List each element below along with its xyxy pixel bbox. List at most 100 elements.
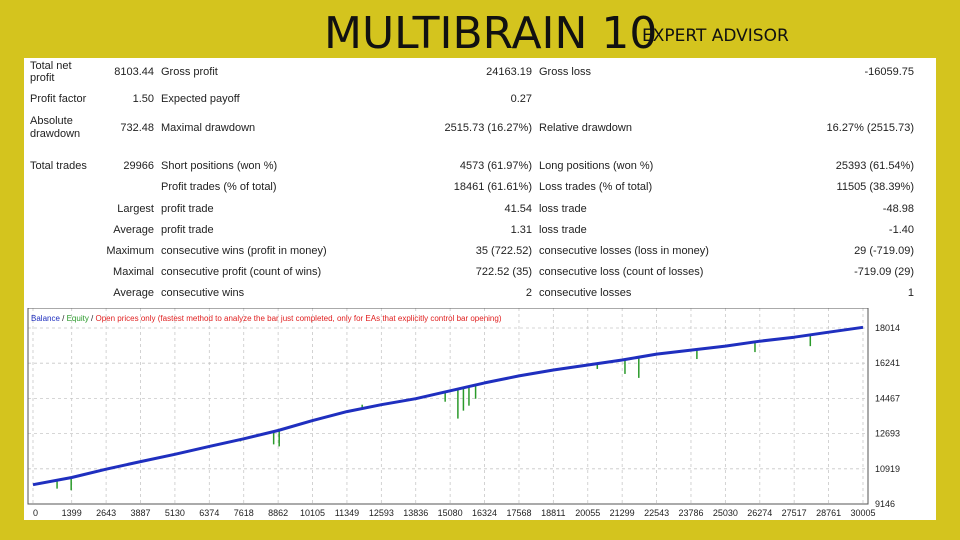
total-net-profit-label-2: profit [30,72,55,84]
report-panel: Total net profit 8103.44 Gross profit 24… [24,58,936,520]
largest-loss-label: loss trade [539,203,587,215]
short-positions-value: 4573 (61.97%) [459,160,532,172]
x-tick-label: 30005 [850,508,875,518]
maximum-wins-value: 35 (722.52) [475,245,532,257]
legend-sep-2: / [89,314,96,323]
total-net-profit-value: 8103.44 [114,66,154,78]
gross-profit-label: Gross profit [161,66,218,78]
balance-series [32,325,864,487]
page-title: MULTIBRAIN 10 [324,8,658,59]
x-tick-label: 17568 [506,508,531,518]
balance-line [32,325,864,487]
legend-note: Open prices only (fastest method to anal… [96,314,502,323]
absolute-drawdown-value: 732.48 [120,122,154,134]
x-tick-label: 0 [33,508,38,518]
x-tick-label: 27517 [782,508,807,518]
x-tick-label: 11349 [335,508,359,518]
gross-loss-value: -16059.75 [864,66,914,78]
profit-trades-label: Profit trades (% of total) [161,181,277,193]
y-tick-label: 16241 [875,358,900,368]
total-trades-value: 29966 [123,160,154,172]
relative-drawdown-label: Relative drawdown [539,122,632,134]
x-tick-label: 7618 [234,508,254,518]
largest-profit-value: 41.54 [504,203,532,215]
maximum-label: Maximum [106,245,154,257]
profit-factor-label: Profit factor [30,93,87,105]
maximal-label: Maximal [113,266,154,278]
x-tick-label: 13836 [403,508,428,518]
relative-drawdown-value: 16.27% (2515.73) [826,122,914,134]
average-consecutive-wins-label: consecutive wins [161,287,245,299]
maximal-drawdown-label: Maximal drawdown [161,122,256,134]
y-tick-label: 9146 [875,499,895,509]
gross-loss-label: Gross loss [539,66,591,78]
average-consecutive-label: Average [113,287,154,299]
maximal-wins-label: consecutive profit (count of wins) [161,266,322,278]
x-tick-label: 3887 [131,508,151,518]
largest-profit-label: profit trade [161,203,214,215]
average-consecutive-wins-value: 2 [525,287,532,299]
maximal-drawdown-value: 2515.73 (16.27%) [444,122,532,134]
average-label: Average [113,224,154,236]
x-axis-ticks: 0 1399 2643 3887 5130 6374 7618 8862 10105 11349 1… [33,508,876,518]
x-tick-label: 22543 [644,508,669,518]
x-tick-label: 6374 [199,508,219,518]
maximal-wins-value: 722.52 (35) [475,266,532,278]
maximal-losses-value: -719.09 (29) [854,266,914,278]
x-tick-label: 26274 [747,508,772,518]
x-tick-label: 20055 [575,508,600,518]
largest-loss-value: -48.98 [882,203,914,215]
x-tick-label: 18811 [541,508,565,518]
maximum-wins-label: consecutive wins (profit in money) [161,245,327,257]
long-positions-label: Long positions (won %) [539,160,654,172]
x-tick-label: 28761 [816,508,841,518]
chart-background [26,308,932,518]
maximum-losses-value: 29 (-719.09) [854,245,914,257]
absolute-drawdown-label-1: Absolute [30,115,73,127]
maximal-losses-label: consecutive loss (count of losses) [539,266,704,278]
short-positions-label: Short positions (won %) [161,160,278,172]
maximum-losses-label: consecutive losses (loss in money) [539,245,709,257]
legend-equity: Equity [67,314,89,323]
x-tick-label: 2643 [96,508,116,518]
average-consecutive-losses-label: consecutive losses [539,287,632,299]
plot-frame [27,307,869,505]
average-loss-value: -1.40 [888,224,914,236]
x-tick-label: 10105 [300,508,325,518]
gross-profit-value: 24163.19 [486,66,532,78]
legend-balance: Balance [31,314,60,323]
y-tick-label: 14467 [875,393,900,403]
y-axis-ticks: 18014 16241 14467 12693 10919 9146 [875,323,900,509]
total-trades-label: Total trades [30,160,87,172]
chart-svg: 0 1399 2643 3887 5130 6374 7618 8862 10105 11349 1… [26,307,932,518]
balance-equity-chart: 0 1399 2643 3887 5130 6374 7618 8862 10105 11349 1… [26,307,932,518]
loss-trades-value: 11505 (38.39%) [836,181,914,193]
x-tick-label: 21299 [610,508,635,518]
report-table: Total net profit 8103.44 Gross profit 24… [24,58,936,304]
chart-legend: Balance / Equity / Open prices only (fas… [31,314,502,323]
profit-factor-value: 1.50 [132,93,154,105]
expected-payoff-value: 0.27 [510,93,532,105]
average-consecutive-losses-value: 1 [907,287,914,299]
long-positions-value: 25393 (61.54%) [835,160,914,172]
x-tick-label: 23786 [678,508,703,518]
average-loss-label: loss trade [539,224,587,236]
profit-trades-value: 18461 (61.61%) [453,181,532,193]
x-tick-label: 15080 [438,508,463,518]
y-tick-label: 10919 [875,464,900,474]
legend-sep-1: / [60,314,67,323]
page-subtitle: EXPERT ADVISOR [642,26,789,46]
average-profit-label: profit trade [161,224,214,236]
x-tick-label: 16324 [472,508,497,518]
y-tick-label: 12693 [875,429,900,439]
x-tick-label: 8862 [268,508,288,518]
average-profit-value: 1.31 [510,224,532,236]
expected-payoff-label: Expected payoff [161,93,240,105]
x-tick-label: 25030 [713,508,738,518]
y-tick-label: 18014 [875,323,900,333]
x-tick-label: 12593 [369,508,394,518]
total-net-profit-label-1: Total net [30,60,72,72]
absolute-drawdown-label-2: drawdown [30,128,81,140]
largest-label: Largest [117,203,154,215]
x-tick-label: 1399 [62,508,82,518]
